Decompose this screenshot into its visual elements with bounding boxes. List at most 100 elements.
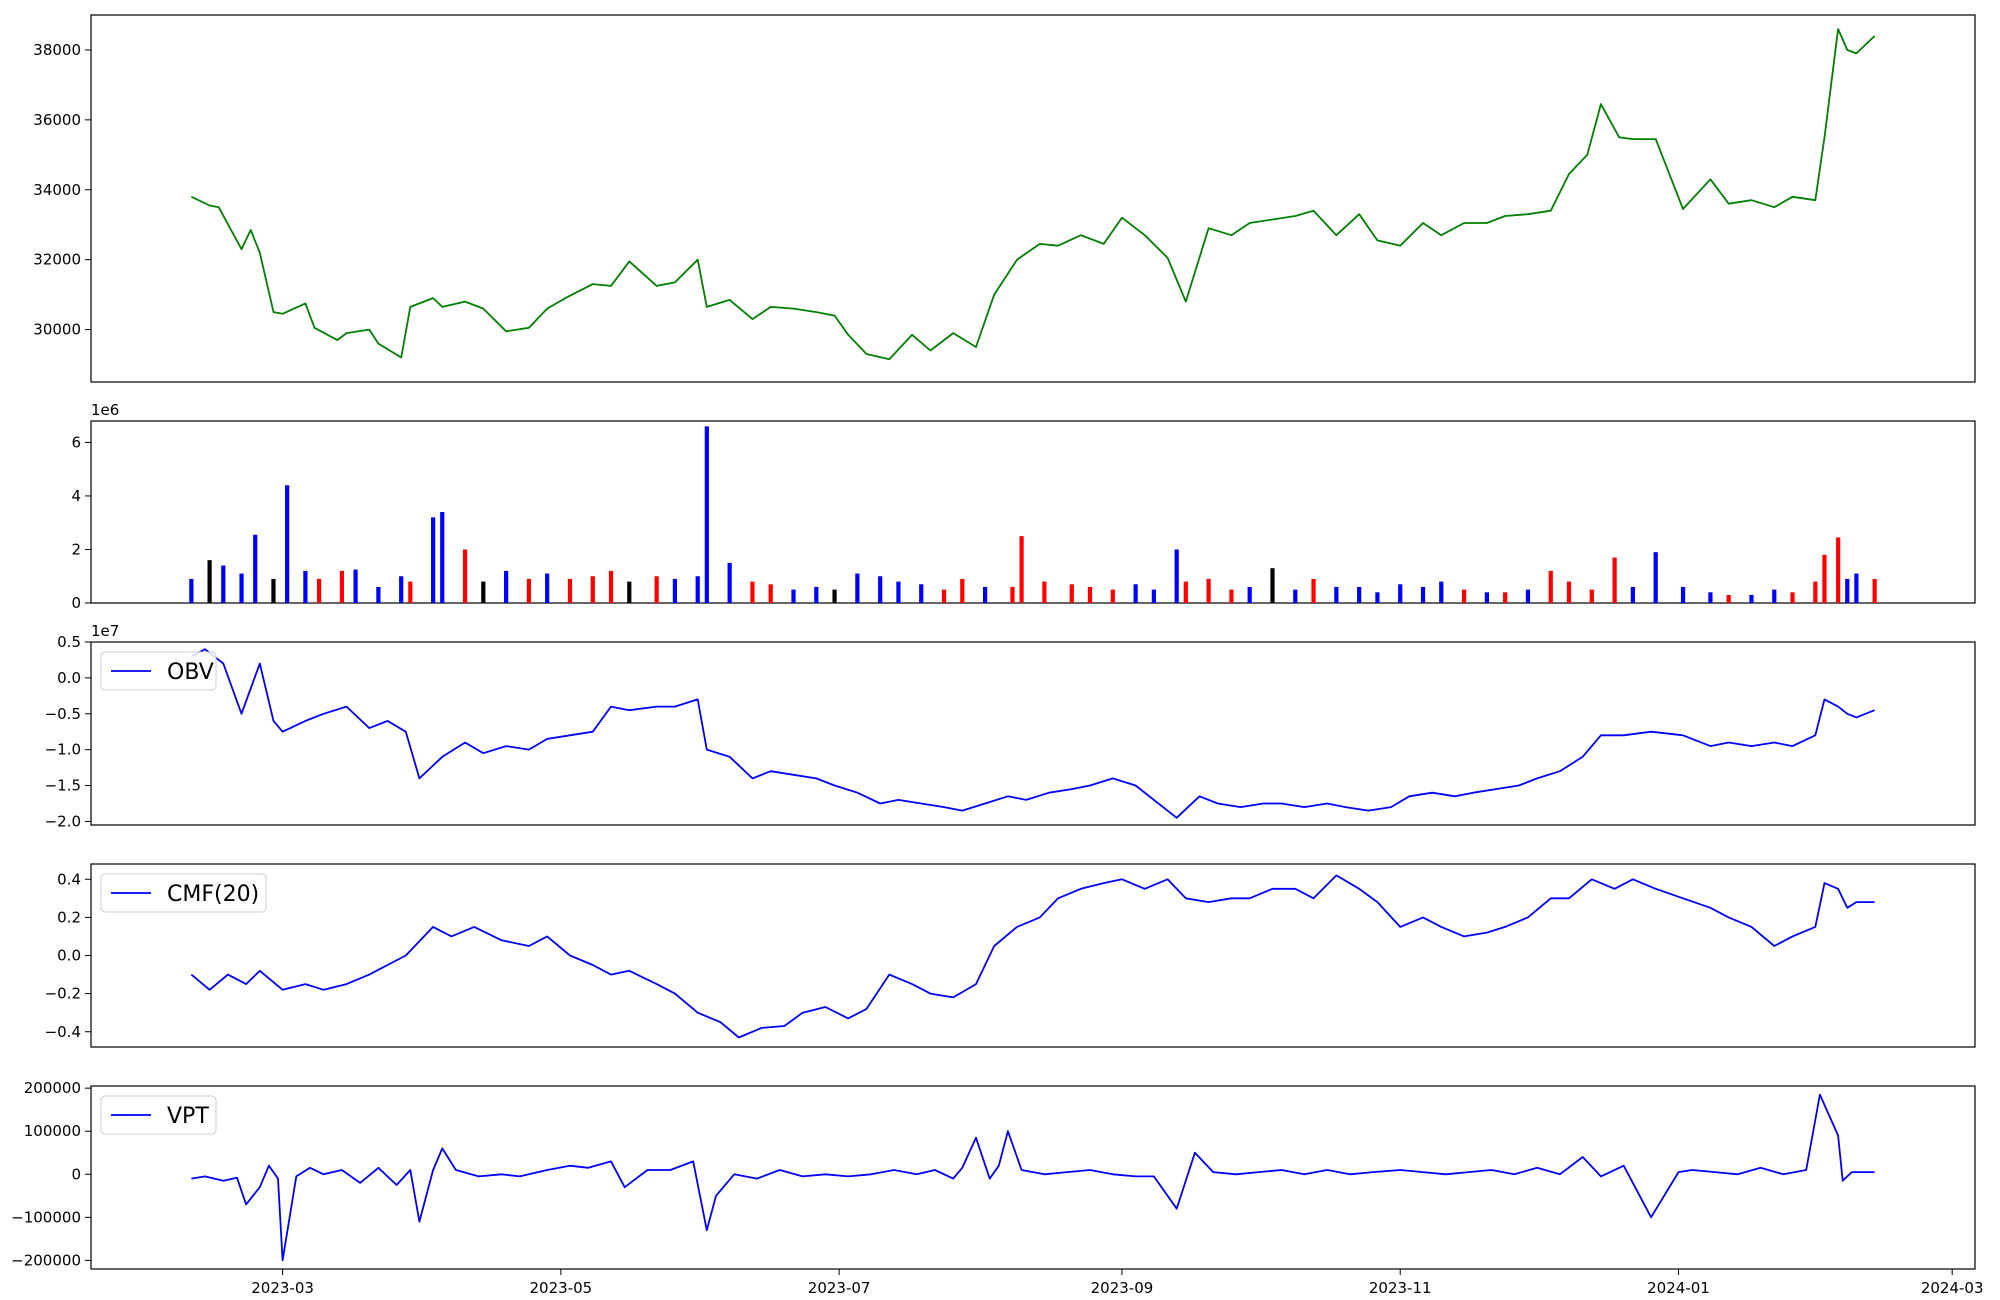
volume-bar [896,581,901,603]
volume-bar [545,573,550,603]
volume-bar [1133,584,1138,603]
volume-bar [221,565,226,603]
volume-ytick-label: 0 [71,594,81,612]
volume-bar [814,586,819,603]
xtick-label: 2023-09 [1091,1279,1154,1297]
volume-bar [481,581,486,603]
volume-bar [440,512,445,603]
vpt-legend-label: VPT [167,1104,209,1129]
volume-bar [526,578,532,603]
obv-ytick-label: 0.5 [57,633,81,651]
volume-bar [399,576,404,603]
obv-series-line [190,648,1875,819]
volume-bar [654,576,659,603]
price-ytick-label: 36000 [33,111,81,129]
cmf-ytick-label: 0.2 [57,908,81,926]
vpt-ytick-label: 0 [71,1165,81,1183]
volume-bar [1183,581,1188,603]
volume-bar [1087,586,1093,603]
volume-bar [727,562,732,603]
volume-bar [504,570,509,603]
cmf-ytick-label: 0.4 [57,870,81,888]
volume-panel: 0 2 4 6 1e6 [71,401,1976,612]
volume-bar [189,578,194,603]
volume-bar [704,426,709,603]
volume-bar [1566,581,1572,603]
volume-bar [316,578,322,603]
volume-bar [919,584,924,603]
volume-bar [791,589,796,603]
volume-bar [1872,578,1877,603]
volume-bar [1630,586,1635,603]
price-ytick-label: 32000 [33,251,81,269]
vpt-ytick-label: 100000 [24,1122,81,1140]
volume-bar [376,586,381,603]
volume-bar [1749,594,1754,603]
price-ytick-label: 34000 [33,181,81,199]
xtick-label: 2024-03 [1921,1279,1984,1297]
vpt-panel: −200000 −100000 0 100000 200000 VPT 2023-03 202… [11,1079,1983,1297]
obv-ytick-label: −1.5 [45,777,81,795]
vpt-series-line [191,1093,1875,1262]
volume-bar [462,549,468,603]
volume-bar [431,517,436,603]
volume-bar [627,581,632,603]
xtick-label: 2023-03 [251,1279,314,1297]
xtick-label: 2023-11 [1369,1279,1432,1297]
volume-bar [832,589,837,603]
volume-bar [1790,592,1795,603]
cmf-series-line [190,874,1875,1039]
volume-bar [1772,589,1777,603]
volume-bar [567,578,573,603]
volume-bar [750,581,755,603]
volume-bar [1019,536,1024,603]
volume-bar [695,576,700,603]
cmf-legend-label: CMF(20) [167,882,259,907]
volume-bar [1726,594,1731,603]
volume-offset-label: 1e6 [91,401,119,419]
volume-bar [285,485,290,603]
volume-bar [1247,586,1252,603]
volume-bar [1822,554,1827,603]
volume-bar [1854,573,1859,603]
volume-bar [1680,586,1686,603]
volume-bar [1293,589,1298,603]
volume-bar [1484,592,1489,603]
obv-panel: −2.0 −1.5 −1.0 −0.5 0.0 0.5 1e7 OBV [45,622,1976,830]
cmf-ytick-label: 0.0 [57,947,81,965]
volume-bar [1010,586,1015,603]
volume-ytick-label: 2 [71,540,81,558]
obv-ytick-label: −0.5 [45,705,81,723]
volume-bar [672,578,678,603]
xtick-label: 2023-07 [808,1279,871,1297]
volume-bar [855,573,860,603]
volume-bar [1174,549,1179,603]
volume-bar [608,570,614,603]
volume-bar [1589,589,1594,603]
volume-bar [1813,581,1818,603]
volume-bar [1375,592,1380,603]
volume-bar [878,576,883,603]
volume-bar [353,569,358,603]
vpt-legend-box [100,1095,217,1135]
volume-bar [983,586,988,603]
volume-bar [1439,581,1444,603]
volume-bar [1461,589,1467,603]
xtick-label: 2023-05 [530,1279,593,1297]
cmf-axes-frame [90,863,1976,1048]
volume-bar [1836,537,1841,603]
cmf-ytick-label: −0.2 [45,985,81,1003]
cmf-legend-box [100,873,267,913]
volume-bar [1042,581,1047,603]
volume-bar [408,581,413,603]
volume-bar [1653,552,1658,603]
volume-ytick-label: 6 [71,433,81,451]
price-ytick-label: 38000 [33,41,81,59]
volume-bar [1110,589,1115,603]
obv-ytick-label: −2.0 [45,812,81,830]
volume-bar [960,578,965,603]
volume-bar [941,589,947,603]
volume-bar [339,570,344,603]
obv-legend-box [100,651,217,691]
volume-bar [1357,586,1362,603]
